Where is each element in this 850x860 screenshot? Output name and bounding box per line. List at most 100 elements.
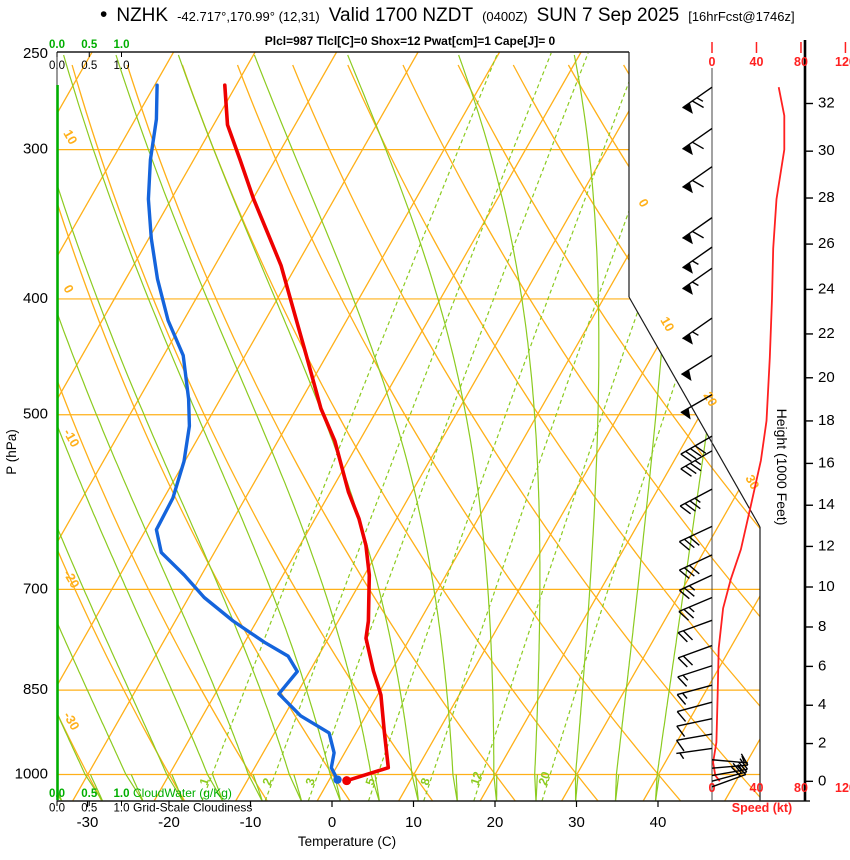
dry-adiabat-line: [57, 64, 351, 801]
height-tick-label: 6: [818, 657, 826, 674]
height-tick-label: 2: [818, 735, 826, 752]
wind-barb: [678, 525, 713, 551]
wind-barb: [682, 217, 713, 245]
cloud-scale-green-top: 0.0: [49, 39, 65, 51]
barb-staff: [679, 554, 713, 571]
barb-pennant: [680, 408, 691, 420]
wind-barb: [680, 394, 713, 420]
mixing-ratio-label: 12: [468, 770, 486, 787]
pressure-tick-label: 850: [23, 681, 48, 698]
temperature-curve: [223, 83, 391, 783]
wind-barb: [680, 435, 713, 463]
mixing-ratio-line: [264, 52, 552, 801]
isotherm-line: [398, 52, 760, 801]
cloud-scale-green-bottom: 0.0: [49, 788, 65, 800]
isotherm-line: [316, 52, 745, 801]
station-bullet-icon: •: [100, 3, 108, 26]
speed-axis-title: Speed (kt): [732, 801, 792, 815]
speed-tick-label-bottom: 80: [794, 781, 808, 795]
barb-staff: [679, 525, 713, 543]
height-tick-label: 16: [818, 454, 835, 471]
isotherm-line: [479, 52, 760, 801]
barb-staff: [677, 644, 713, 659]
isotherm-line: [561, 52, 760, 801]
barb-full: [694, 445, 707, 454]
barb-full: [680, 468, 692, 477]
moist-adiabat-line: [177, 54, 420, 801]
mixing-ratio-label: 1: [197, 776, 212, 787]
height-tick-label: 20: [818, 369, 835, 386]
speed-tick-label-bottom: 40: [750, 781, 764, 795]
barb-pennant: [682, 233, 693, 245]
wind-barb: [676, 684, 713, 705]
barb-half: [696, 97, 704, 102]
valid-time: Valid 1700 NZDT: [328, 5, 474, 26]
plot-corner-diagonal: [628, 296, 761, 528]
isotherm-line: [57, 52, 419, 801]
barb-half: [688, 606, 695, 613]
height-tick-label: 24: [818, 280, 835, 297]
wind-barb: [682, 246, 713, 274]
barb-full: [740, 753, 749, 766]
temp-tick-label: 30: [568, 814, 585, 831]
barb-half: [688, 585, 696, 591]
barb-full: [678, 589, 690, 600]
barb-full: [683, 608, 695, 619]
barb-pennant: [682, 182, 693, 194]
moist-adiabat-line: [57, 424, 104, 801]
moist-adiabat-line: [115, 54, 381, 801]
pressure-tick-label: 1000: [15, 765, 48, 782]
barb-half: [691, 281, 699, 287]
barb-pennant: [681, 369, 692, 382]
barb-full: [683, 538, 695, 549]
height-tick-label: 14: [818, 496, 835, 513]
barb-staff: [676, 733, 713, 741]
height-axis-title: Height (1000 Feet): [774, 409, 790, 526]
barb-full: [689, 448, 702, 457]
mixing-ratio-label: 20: [536, 770, 554, 787]
isotherm-label: 10: [657, 314, 677, 334]
barb-full: [737, 761, 748, 773]
barb-full: [684, 502, 696, 512]
sounding-parameters: Plcl=987 Tlcl[C]=0 Shox=12 Pwat[cm]=1 Ca…: [264, 34, 556, 48]
moist-adiabat-line: [573, 54, 600, 801]
isotherm-line: [72, 52, 501, 801]
dry-adiabat-line: [126, 64, 516, 801]
wind-barb: [676, 747, 713, 760]
wind-speed-curve: [712, 87, 786, 782]
moist-adiabat-line: [458, 54, 541, 801]
moist-adiabat-line: [57, 54, 303, 801]
wind-barb: [676, 701, 713, 722]
cloud-scale-black-bottom: 0.5: [81, 803, 97, 815]
barb-pennant: [682, 102, 693, 114]
height-tick-label: 18: [818, 412, 835, 429]
mixing-ratio-label: 5: [363, 776, 378, 787]
barb-full: [683, 567, 695, 577]
pressure-tick-label: 500: [23, 406, 48, 423]
pressure-tick-label: 400: [23, 290, 48, 307]
dry-adiabat-label: -10: [60, 426, 82, 450]
isotherm-line: [57, 52, 338, 801]
barb-full: [689, 500, 701, 510]
barb-pennant: [682, 283, 693, 295]
wind-barb: [676, 717, 713, 737]
barb-half: [691, 331, 699, 336]
barb-full: [691, 230, 704, 239]
barb-staff: [678, 596, 713, 613]
moist-adiabat-line: [57, 311, 145, 801]
barb-full: [739, 758, 749, 770]
chart-title: • NZHK -42.717°,170.99° (12,31) Valid 17…: [100, 3, 795, 27]
dry-adiabat-label: -20: [60, 567, 82, 591]
cloudiness-axis-label: Grid-Scale Cloudiness: [133, 801, 252, 815]
mixing-ratio-label: 8: [418, 776, 433, 787]
dry-adiabat-line: [236, 64, 682, 801]
dewpoint-curve: [146, 83, 340, 782]
barb-full: [685, 465, 697, 475]
dry-adiabat-line: [402, 64, 760, 801]
barb-staff: [682, 217, 713, 239]
barb-staff: [677, 701, 713, 713]
height-tick-label: 8: [818, 618, 826, 635]
barb-half: [682, 692, 688, 699]
cloud-scale-green-bottom: 1.0: [114, 788, 130, 800]
barb-staff: [676, 747, 713, 755]
